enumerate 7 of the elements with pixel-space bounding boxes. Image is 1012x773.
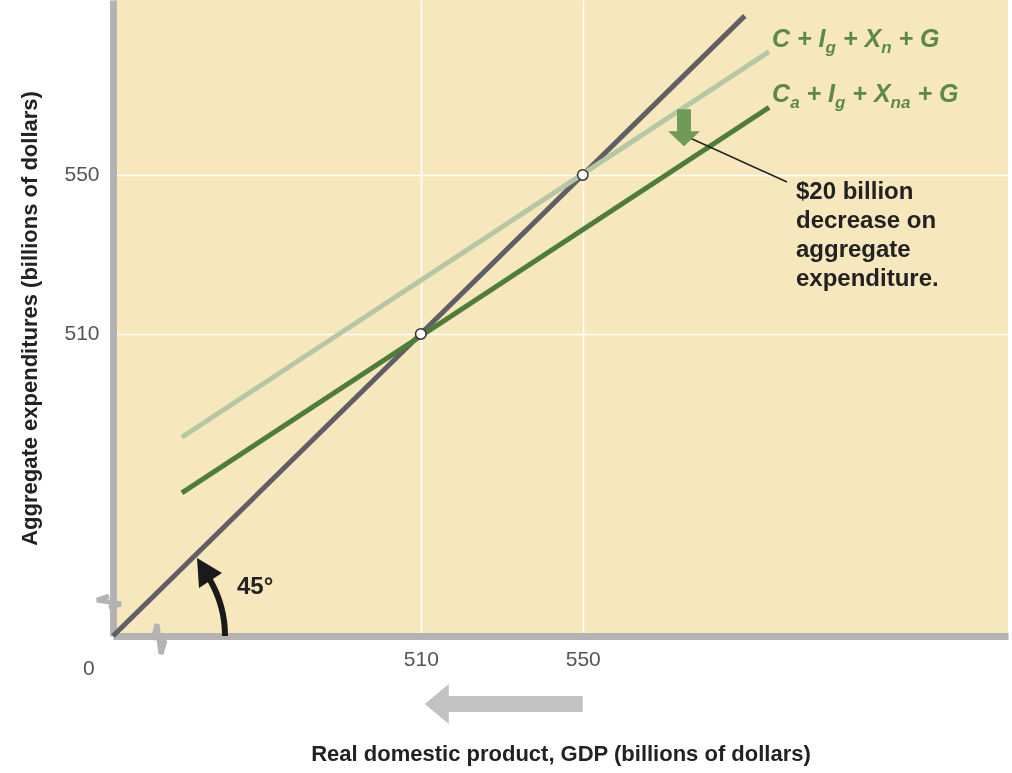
- text: 0: [83, 656, 95, 680]
- series-label: C + I$_{g}$ + X$_{n}$ + G: [772, 23, 940, 57]
- x-axis-title: Real domestic product, GDP (billions of dollars): [311, 740, 811, 766]
- annotation: $20 billion decrease on aggregate expenditure.: [796, 176, 940, 292]
- annotation: 45°: [237, 572, 274, 600]
- y-axis-title: Aggregate expenditures (billions of dollars): [17, 91, 43, 546]
- series-label: C$_{a}$ + I$_{g}$ + X$_{na}$ + G: [772, 79, 959, 113]
